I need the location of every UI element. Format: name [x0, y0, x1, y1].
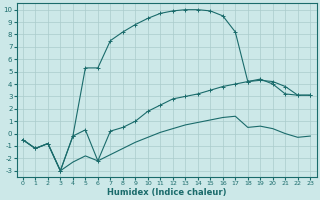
X-axis label: Humidex (Indice chaleur): Humidex (Indice chaleur) [107, 188, 226, 197]
